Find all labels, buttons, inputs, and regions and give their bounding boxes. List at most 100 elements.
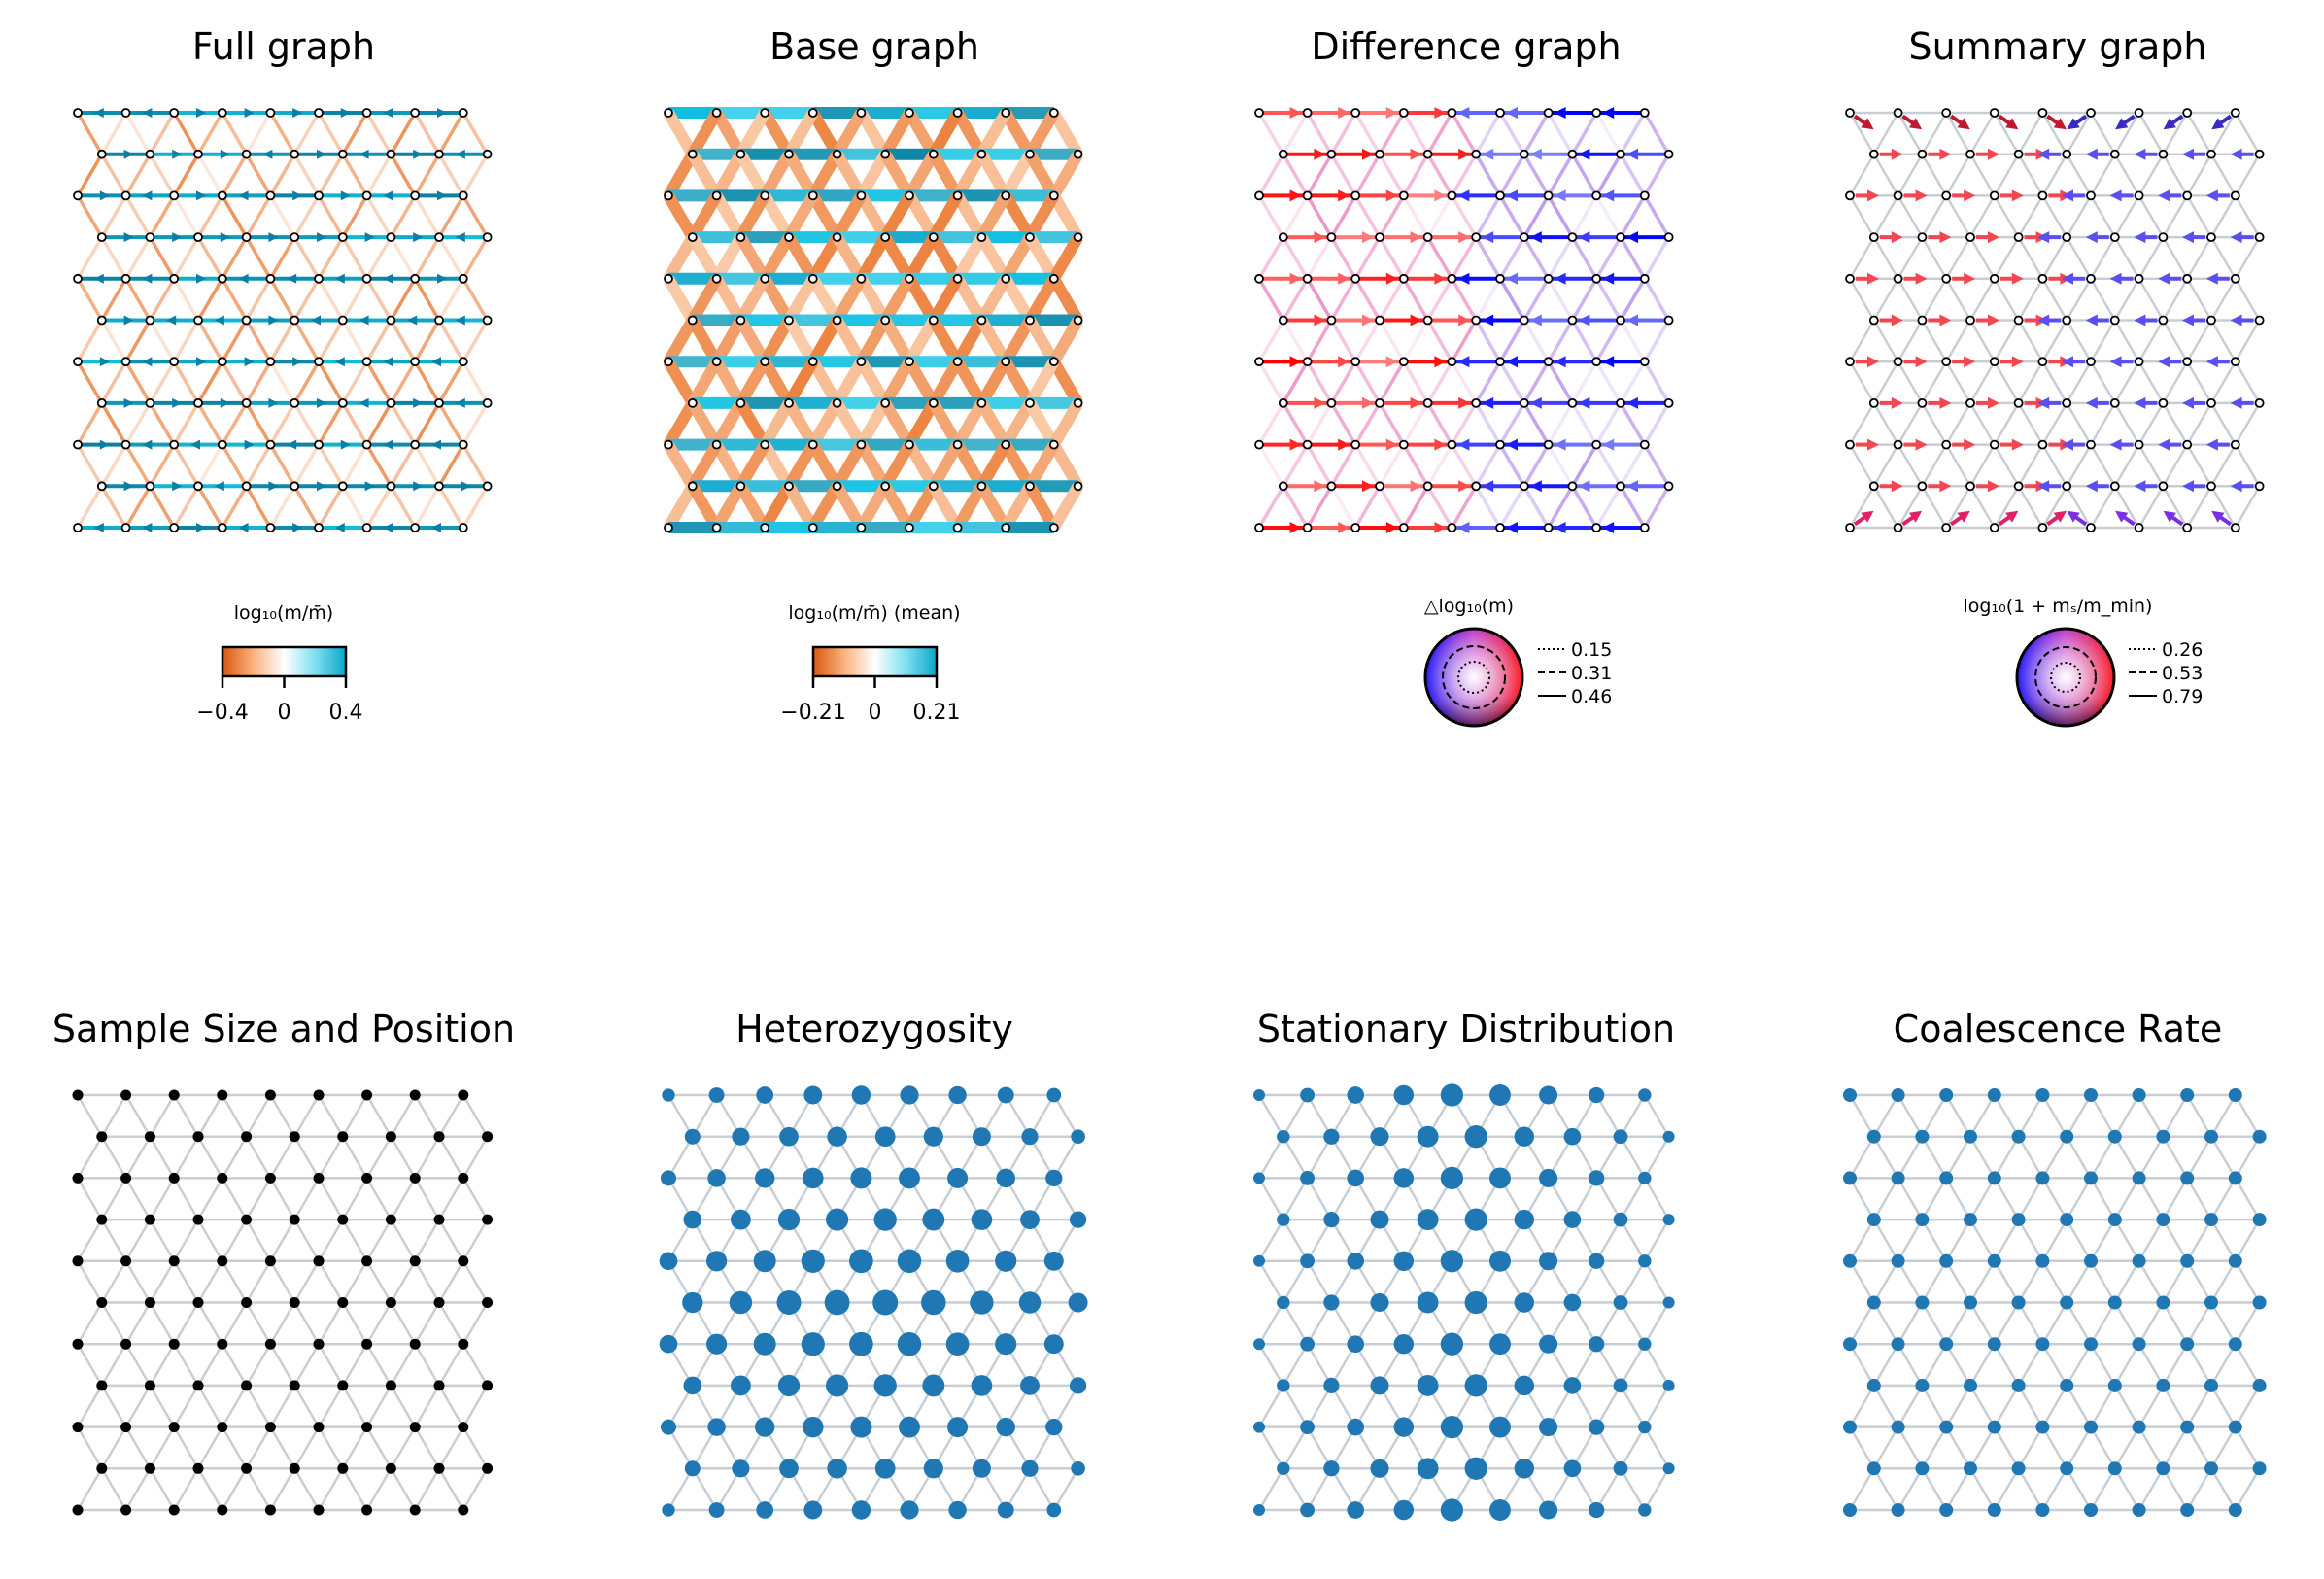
stationary-node — [1613, 1129, 1628, 1145]
difference-graph-node — [1375, 397, 1384, 408]
base-graph-node — [856, 357, 867, 367]
coalescence-node — [2060, 1295, 2074, 1310]
difference-graph-arrowhead — [1385, 522, 1398, 533]
base-graph-edge — [832, 109, 867, 157]
full-graph-edge — [100, 402, 128, 446]
difference-graph-edge — [1257, 319, 1285, 363]
summary-graph-node — [1868, 315, 1879, 326]
difference-graph-node — [1254, 439, 1264, 450]
stationary-node — [1638, 1171, 1652, 1185]
full-graph-arrowhead — [359, 315, 369, 326]
base-graph-node — [735, 481, 746, 492]
summary-graph-node — [2182, 273, 2193, 284]
base-graph-edge — [976, 275, 1011, 324]
summary-graph-edge — [2089, 112, 2116, 155]
summary-graph-arrowhead — [2134, 396, 2146, 409]
heterozygosity-node — [753, 1250, 776, 1273]
base-graph-edge — [976, 399, 1011, 448]
base-graph-edge — [807, 483, 842, 532]
sample-size-node — [96, 1462, 108, 1474]
coalescence-node — [2156, 1295, 2170, 1310]
difference-graph-edge — [1547, 112, 1574, 155]
full-graph-edge — [100, 153, 128, 197]
difference-graph-node — [1591, 439, 1602, 450]
summary-graph-node — [2230, 273, 2240, 284]
sample-size-edge — [124, 1301, 152, 1345]
full-graph-edge — [365, 443, 393, 488]
coalescence-edge — [2066, 1467, 2093, 1511]
summary-graph-edge — [2113, 319, 2140, 362]
sample-size-node — [385, 1462, 396, 1474]
sample-size-edge — [221, 1467, 248, 1511]
base-graph-node — [664, 523, 673, 532]
coalescence-node — [1964, 1213, 1977, 1227]
heterozygosity-node — [972, 1127, 991, 1147]
full-graph-arrowhead — [172, 232, 183, 243]
sample-size-edge — [341, 1177, 368, 1220]
base-graph-node — [760, 523, 770, 532]
heterozygosity-node — [708, 1502, 725, 1518]
summary-graph-edge — [1872, 236, 1899, 280]
coalescence-node — [2204, 1461, 2218, 1476]
coalescence-edge — [1848, 1094, 1875, 1138]
summary-graph-arrowhead — [2085, 148, 2098, 160]
coalescence-node — [2035, 1171, 2050, 1185]
coalescence-node — [2107, 1129, 2122, 1144]
difference-graph-arrowhead — [1362, 148, 1374, 160]
coalescence-node — [2107, 1213, 2122, 1227]
coalescence-node — [1843, 1503, 1857, 1517]
stationary-node — [1393, 1499, 1415, 1521]
summary-graph-edge — [2041, 236, 2068, 280]
full-graph-arrowhead — [437, 190, 447, 201]
full-graph-edge — [437, 194, 465, 238]
full-graph-arrowhead — [99, 190, 110, 201]
coalescence-edge — [2017, 1385, 2044, 1428]
difference-graph-edge — [1570, 112, 1598, 155]
full-graph-edge — [389, 277, 417, 322]
full-graph-arrowhead — [413, 149, 424, 159]
sample-size-edge — [124, 1219, 152, 1262]
full-graph-edge — [292, 277, 321, 322]
sample-size-node — [361, 1504, 373, 1516]
coalescence-edge — [1945, 1467, 1972, 1511]
coalescence-edge — [2234, 1136, 2261, 1180]
base-graph-node — [1025, 315, 1035, 326]
difference-graph-node — [1471, 149, 1482, 159]
sample-size-node — [458, 1172, 469, 1184]
sample-size-edge — [365, 1425, 393, 1469]
heterozygosity-node — [755, 1417, 775, 1437]
difference-graph-arrowhead — [1338, 107, 1350, 119]
summary-graph-arrowhead — [2163, 510, 2176, 523]
summary-graph-node — [1917, 315, 1928, 326]
full-graph-edge — [196, 485, 224, 529]
stationary-node — [1563, 1377, 1582, 1394]
summary-graph-node — [2254, 315, 2265, 326]
summary-graph-edge — [1968, 443, 1996, 487]
summary-graph-arrowhead — [2085, 231, 2098, 244]
sample-size-edge — [390, 1425, 417, 1469]
summary-graph-node — [2109, 315, 2120, 326]
summary-graph-arrowhead — [2158, 189, 2170, 202]
stationary-node — [1563, 1293, 1582, 1312]
summary-graph-edge — [1848, 485, 1875, 529]
stationary-node — [1300, 1420, 1316, 1435]
difference-graph-edge — [1522, 319, 1551, 363]
full-graph-edge — [461, 153, 490, 197]
stationary-edge — [1643, 1260, 1670, 1304]
sample-size-edge — [293, 1177, 321, 1220]
full-graph-arrowhead — [383, 108, 393, 118]
coalescence-edge — [1848, 1343, 1875, 1387]
stationary-node — [1638, 1088, 1652, 1102]
full-graph-node — [169, 439, 180, 450]
difference-graph-arrowhead — [1385, 272, 1398, 285]
full-graph-arrowhead — [455, 397, 465, 408]
sample-size-node — [120, 1255, 132, 1267]
stationary-node — [1417, 1291, 1439, 1314]
coalescence-node — [1891, 1088, 1905, 1102]
heterozygosity-node — [971, 1209, 993, 1230]
full-graph-arrowhead — [214, 315, 224, 326]
coalescence-node — [1866, 1129, 1881, 1144]
full-graph-node — [265, 439, 276, 450]
base-graph-node — [832, 232, 842, 243]
full-graph-node — [265, 523, 276, 532]
